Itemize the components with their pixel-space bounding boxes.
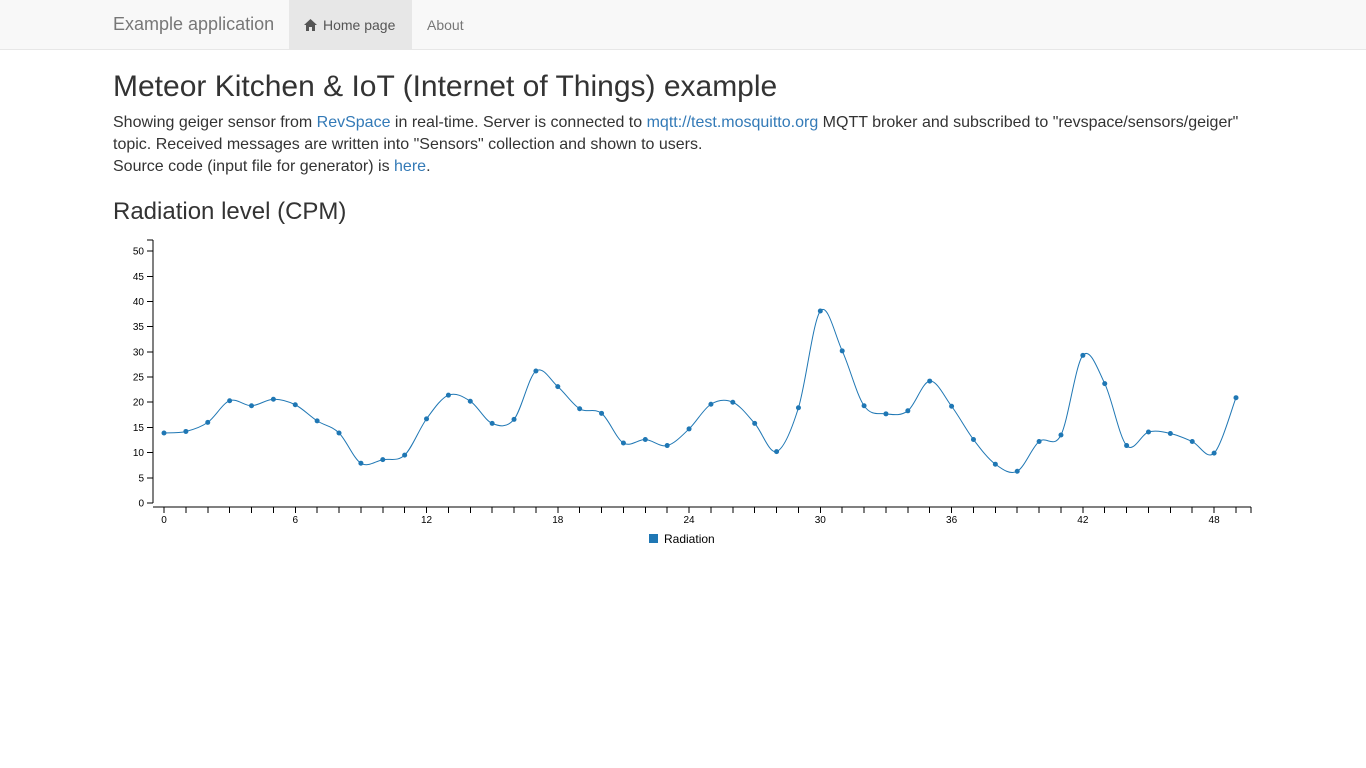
x-tick-label: 48	[1209, 515, 1221, 526]
data-point	[599, 410, 605, 416]
data-point	[205, 419, 211, 425]
nav-home-page[interactable]: Home page	[289, 0, 412, 50]
data-point	[620, 440, 626, 446]
legend-label: Radiation	[664, 532, 715, 546]
data-point	[1189, 439, 1195, 445]
data-point	[1124, 443, 1130, 449]
data-point	[795, 405, 801, 411]
data-point	[314, 418, 320, 424]
y-tick-label: 0	[138, 499, 144, 510]
data-point	[686, 426, 692, 432]
revspace-link[interactable]: RevSpace	[316, 114, 391, 131]
data-point	[642, 437, 648, 443]
data-point	[445, 392, 451, 398]
data-point	[752, 420, 758, 426]
data-point	[249, 403, 255, 409]
data-point	[161, 430, 167, 436]
chart-title: Radiation level (CPM)	[113, 198, 347, 225]
home-icon	[304, 19, 317, 31]
data-point	[292, 402, 298, 408]
radiation-chart: 0 5 10 15 20 25 30 35 40 45 50 0 6 12 18 24 30 36 42 48 Radi…	[133, 239, 1252, 546]
data-point	[183, 428, 189, 434]
data-point	[402, 452, 408, 458]
data-point	[424, 416, 430, 422]
y-tick-label: 5	[138, 473, 144, 484]
data-point	[1058, 432, 1064, 438]
y-tick-label: 15	[133, 423, 145, 434]
data-point	[1233, 395, 1239, 401]
data-point	[533, 368, 539, 374]
y-tick-label: 20	[133, 398, 145, 409]
data-point	[1167, 430, 1173, 436]
x-tick-label: 30	[815, 515, 827, 526]
data-point	[1211, 450, 1217, 456]
x-tick-label: 36	[946, 515, 958, 526]
page-title: Meteor Kitchen & IoT (Internet of Things…	[113, 70, 778, 103]
data-point	[380, 457, 386, 463]
data-point	[1102, 381, 1108, 387]
y-tick-label: 10	[133, 448, 145, 459]
mqtt-broker-link[interactable]: mqtt://test.mosquitto.org	[646, 114, 819, 131]
data-point	[970, 437, 976, 443]
data-point	[227, 398, 233, 404]
data-point	[905, 408, 911, 414]
x-tick-label: 12	[421, 515, 433, 526]
brand-link[interactable]: Example application	[113, 14, 275, 34]
nav-about-label: About	[427, 17, 464, 33]
data-point	[358, 460, 364, 466]
desc-text-5: .	[426, 158, 431, 175]
data-point	[774, 449, 780, 455]
data-point	[1036, 439, 1042, 445]
data-point	[730, 399, 736, 405]
data-point	[839, 348, 845, 354]
y-tick-label: 35	[133, 322, 145, 333]
legend-swatch	[649, 534, 658, 543]
y-tick-label: 45	[133, 272, 145, 283]
x-tick-label: 0	[161, 515, 167, 526]
page-description: Showing geiger sensor from RevSpace in r…	[113, 112, 1253, 178]
data-point	[336, 430, 342, 436]
data-point	[883, 411, 889, 417]
x-tick-label: 24	[683, 515, 695, 526]
data-point	[1080, 352, 1086, 358]
navbar: Example application Home page About	[0, 0, 1366, 50]
desc-text-2: in real-time. Server is connected to	[390, 114, 647, 131]
data-point	[949, 403, 955, 409]
source-code-link[interactable]: here	[394, 158, 427, 175]
x-tick-label: 6	[292, 515, 298, 526]
y-tick-label: 50	[133, 247, 145, 258]
desc-text-1: Showing geiger sensor from	[113, 114, 317, 131]
data-point	[992, 461, 998, 467]
x-tick-label: 18	[552, 515, 564, 526]
y-tick-label: 40	[133, 297, 145, 308]
data-point	[555, 384, 561, 390]
nav-home-label: Home page	[323, 17, 396, 33]
desc-text-4: Source code (input file for generator) i…	[113, 158, 395, 175]
data-point	[1145, 429, 1151, 435]
data-point	[927, 378, 933, 384]
series-line-radiation	[163, 308, 1237, 473]
desc-text-3: MQTT broker and subscribed to "revspace/…	[113, 114, 1239, 153]
data-point	[708, 401, 714, 407]
x-tick-label: 42	[1077, 515, 1089, 526]
data-point	[817, 308, 823, 314]
y-tick-label: 25	[133, 373, 145, 384]
y-tick-label: 30	[133, 347, 145, 358]
data-point	[577, 406, 583, 412]
data-point	[511, 416, 517, 422]
data-point	[664, 443, 670, 449]
data-point	[467, 398, 473, 404]
data-point	[861, 403, 867, 409]
data-point	[1014, 468, 1020, 474]
data-point	[489, 420, 495, 426]
data-point	[270, 396, 276, 402]
nav-about[interactable]: About	[412, 0, 479, 50]
